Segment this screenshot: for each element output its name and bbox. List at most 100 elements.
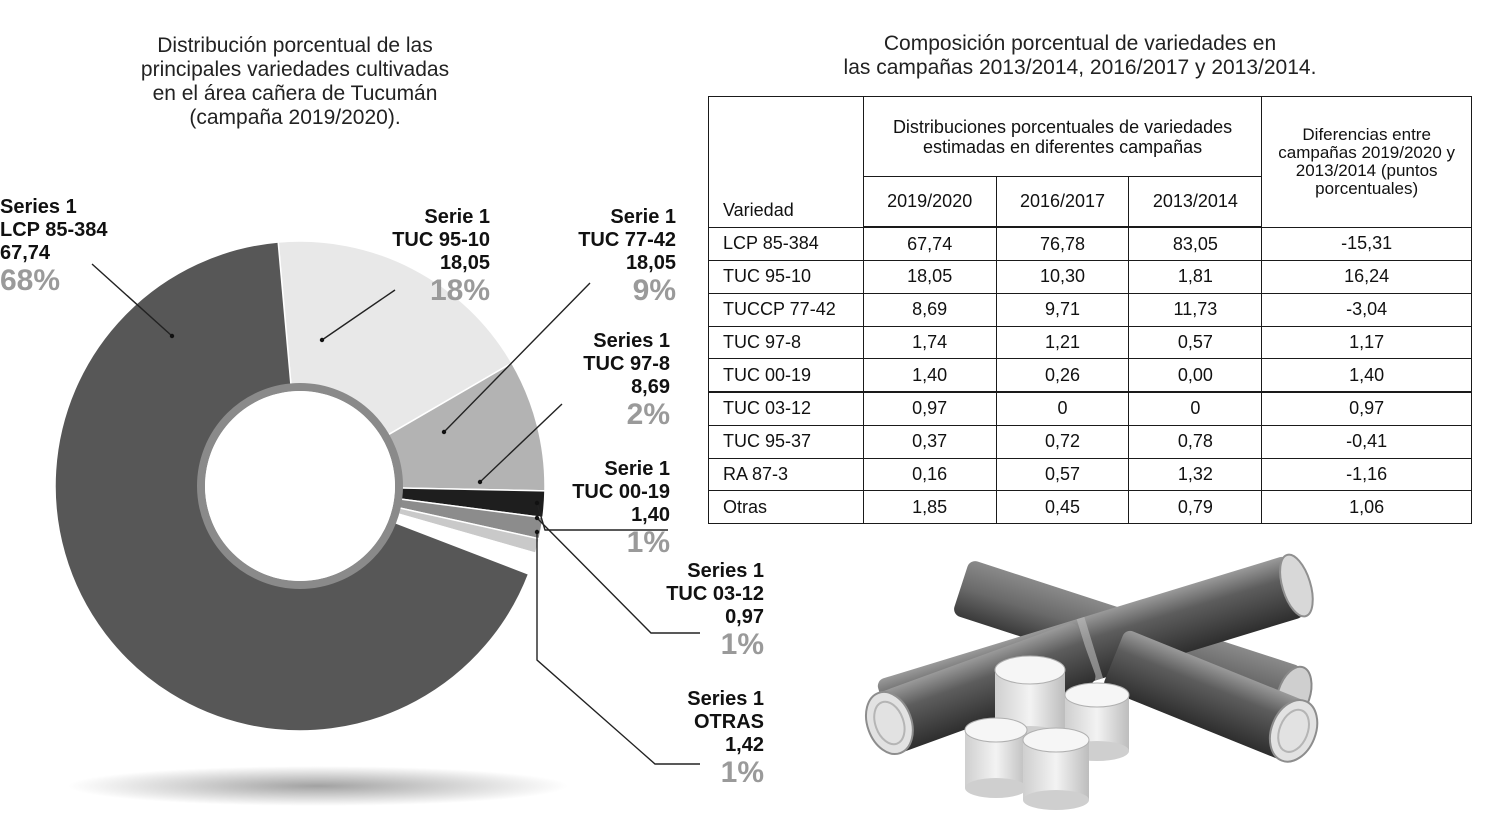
variety-cell: TUC 95-37 [708, 424, 864, 459]
value-2016-2017-cell: 0,57 [995, 457, 1130, 492]
varieties-table: Variedad Distribuciones porcentuales de … [708, 95, 1472, 524]
value-2016-2017-cell: 10,30 [995, 260, 1130, 294]
table-row: RA 87-3 0,16 0,57 1,32 -1,16 [708, 457, 1472, 492]
callout-value: 1,40 [631, 504, 670, 526]
callout-series-label: Series 1 [593, 330, 670, 352]
table-row: TUC 95-37 0,37 0,72 0,78 -0,41 [708, 424, 1472, 459]
year-header: 2013/2014 [1128, 176, 1263, 229]
value-2019-2020-cell: 18,05 [862, 260, 997, 294]
callout-percent: 1% [720, 756, 764, 789]
variety-cell: LCP 85-384 [708, 226, 864, 262]
value-2016-2017-cell: 1,21 [995, 325, 1130, 360]
callout-series-label: Serie 1 [424, 206, 490, 228]
pie-chart-title: Distribución porcentual de las principal… [140, 34, 450, 129]
callout-tuc-95-10: Serie 1 TUC 95-10 18,05 18% [360, 206, 490, 307]
value-2016-2017-cell: 0 [995, 391, 1130, 426]
callout-series-label: Serie 1 [610, 206, 676, 228]
callout-value: 0,97 [725, 606, 764, 628]
value-2016-2017-cell: 0,26 [995, 358, 1130, 394]
callout-percent: 1% [626, 526, 670, 559]
variety-cell: TUC 03-12 [708, 391, 864, 426]
donut-slices [54, 240, 546, 732]
callout-tuc-03-12: Series 1 TUC 03-12 0,97 1% [632, 560, 764, 661]
group-column-header: Distribuciones porcentuales de variedade… [862, 95, 1263, 178]
callout-percent: 68% [0, 264, 61, 297]
year-header: 2016/2017 [995, 176, 1130, 229]
donut-shadow [68, 766, 568, 806]
leader-line-tuc-03-12 [536, 517, 700, 634]
variety-column-header: Variedad [708, 96, 864, 228]
callout-variety-label: TUC 95-10 [392, 229, 490, 251]
callout-leader-lines [91, 263, 700, 765]
callout-series-label: Series 1 [0, 196, 77, 218]
variety-cell: TUC 97-8 [708, 325, 864, 360]
table-title: Composición porcentual de variedades en … [843, 32, 1317, 79]
variety-cell: TUC 00-19 [708, 358, 864, 394]
leader-line-tuc-00-19 [536, 502, 668, 531]
callout-series-label: Series 1 [687, 560, 764, 582]
difference-cell: -1,16 [1261, 457, 1472, 492]
sugar-cane-illustration-icon [865, 553, 1319, 810]
year-header: 2019/2020 [862, 176, 997, 229]
value-2019-2020-cell: 1,85 [862, 490, 997, 524]
difference-cell: 0,97 [1261, 391, 1472, 426]
variety-cell: RA 87-3 [708, 457, 864, 492]
value-2016-2017-cell: 0,72 [995, 424, 1130, 459]
value-2013-2014-cell: 0 [1128, 391, 1263, 426]
callout-otras: Series 1 OTRAS 1,42 1% [632, 688, 764, 789]
value-2013-2014-cell: 1,81 [1128, 260, 1263, 294]
table-row: TUC 95-10 18,05 10,30 1,81 16,24 [708, 260, 1472, 294]
value-2019-2020-cell: 1,74 [862, 325, 997, 360]
value-2013-2014-cell: 11,73 [1128, 292, 1263, 327]
table-row: TUC 97-8 1,74 1,21 0,57 1,17 [708, 325, 1472, 360]
difference-cell: 1,06 [1261, 490, 1472, 524]
table-row: LCP 85-384 67,74 76,78 83,05 -15,31 [708, 226, 1472, 262]
difference-cell: 1,40 [1261, 358, 1472, 394]
callout-tuc-77-42: Serie 1 TUC 77-42 18,05 9% [540, 206, 676, 307]
callout-value: 18,05 [439, 252, 490, 274]
callout-value: 18,05 [625, 252, 676, 274]
value-2019-2020-cell: 67,74 [862, 226, 997, 262]
table-body: LCP 85-384 67,74 76,78 83,05 -15,31 TUC 95-10… [708, 226, 1472, 524]
leader-dot [319, 337, 325, 343]
difference-cell: -0,41 [1261, 424, 1472, 459]
donut-inner-ring [197, 383, 403, 589]
value-2016-2017-cell: 0,45 [995, 490, 1130, 524]
leader-dot [534, 515, 540, 521]
leader-line-lcp-85-384 [91, 263, 173, 337]
difference-cell: -15,31 [1261, 226, 1472, 262]
leader-line-tuc-97-8 [479, 403, 563, 483]
callout-percent: 9% [632, 274, 676, 307]
value-2013-2014-cell: 0,00 [1128, 358, 1263, 394]
callout-variety-label: TUC 00-19 [572, 481, 670, 503]
value-2019-2020-cell: 0,97 [862, 391, 997, 426]
callout-variety-label: TUC 97-8 [583, 353, 670, 375]
value-2019-2020-cell: 1,40 [862, 358, 997, 394]
difference-cell: 1,17 [1261, 325, 1472, 360]
callout-variety-label: TUC 03-12 [666, 583, 764, 605]
value-2013-2014-cell: 83,05 [1128, 226, 1263, 262]
callout-percent: 1% [720, 628, 764, 661]
callout-tuc-97-8: Series 1 TUC 97-8 8,69 2% [540, 330, 670, 431]
table-header-row-2: 2019/2020 2016/2017 2013/2014 [709, 176, 1472, 229]
leader-dot [534, 529, 540, 535]
callout-variety-label: LCP 85-384 [0, 219, 108, 241]
variety-cell: TUCCP 77-42 [708, 292, 864, 327]
value-2013-2014-cell: 1,32 [1128, 457, 1263, 492]
leader-dot [169, 333, 175, 339]
cane-piece [1022, 727, 1090, 810]
leader-dot [441, 429, 447, 435]
callout-tuc-00-19: Serie 1 TUC 00-19 1,40 1% [540, 458, 670, 559]
table-row: TUC 03-12 0,97 0 0 0,97 [708, 391, 1472, 426]
callout-variety-label: TUC 77-42 [578, 229, 676, 251]
value-2013-2014-cell: 0,79 [1128, 490, 1263, 524]
value-2016-2017-cell: 9,71 [995, 292, 1130, 327]
table-row: TUC 00-19 1,40 0,26 0,00 1,40 [708, 358, 1472, 394]
leader-line-tuc-77-42 [443, 282, 591, 433]
table-header-row-1: Variedad Distribuciones porcentuales de … [708, 95, 1472, 228]
difference-cell: 16,24 [1261, 260, 1472, 294]
table-row: TUCCP 77-42 8,69 9,71 11,73 -3,04 [708, 292, 1472, 327]
value-2019-2020-cell: 0,16 [862, 457, 997, 492]
value-2013-2014-cell: 0,57 [1128, 325, 1263, 360]
cane-stalk [1104, 630, 1319, 763]
